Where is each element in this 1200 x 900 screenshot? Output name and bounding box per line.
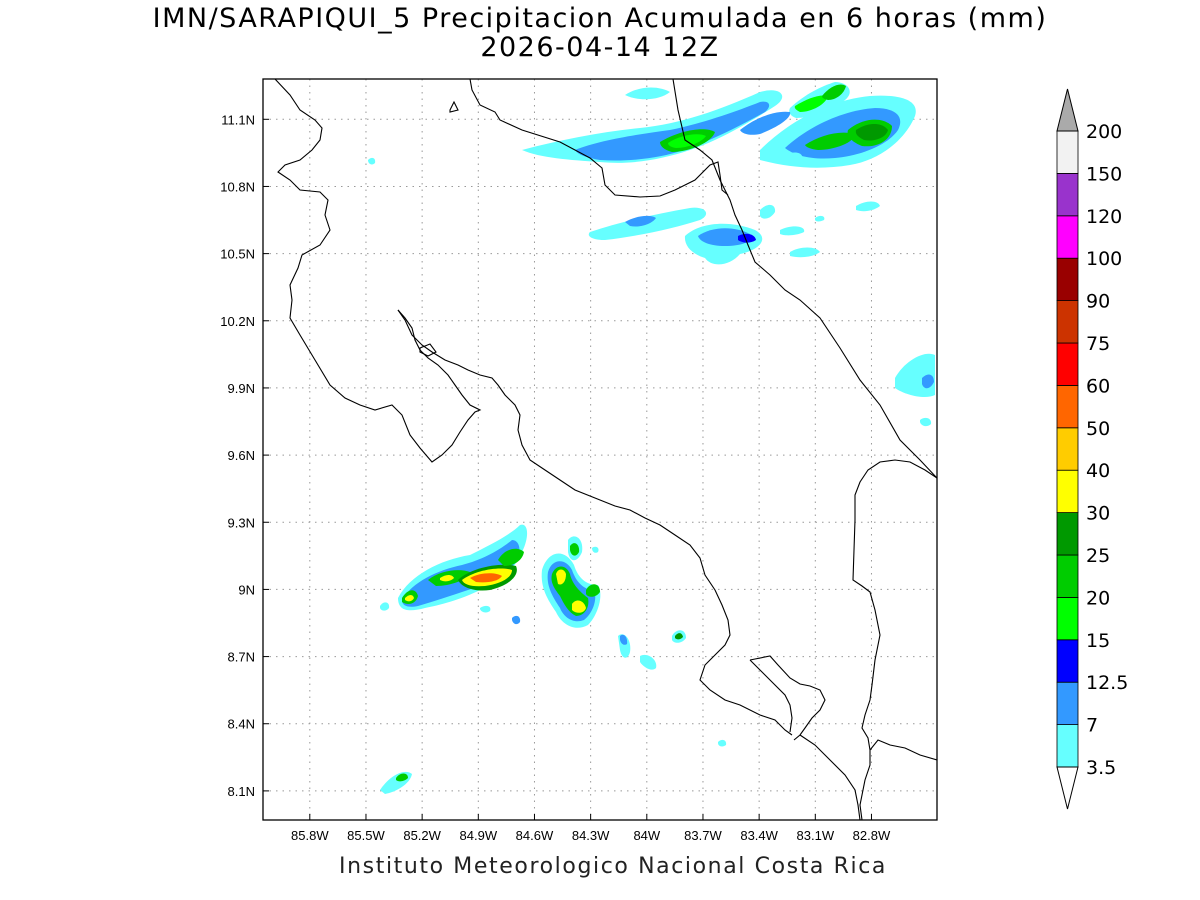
colorbar-swatch [1056,384,1079,429]
colorbar: 3.5 7 12.5 15 20 25 30 40 50 60 75 90 100 120 150 200 [1056,88,1128,810]
colorbar-label: 90 [1086,291,1110,313]
colorbar-label: 25 [1086,545,1110,567]
colorbar-label: 40 [1086,460,1110,482]
lat-tick-label: 10.5N [220,247,255,262]
lon-tick-label: 84W [633,828,660,843]
colorbar-swatch [1056,300,1079,344]
map-title: IMN/SARAPIQUI_5 Precipitacion Acumulada … [152,3,1048,34]
longitude-axis: 85.8W 85.5W 85.2W 84.9W 84.6W 84.3W 84W 83.7W 83… [291,828,891,843]
colorbar-swatch [1056,130,1079,174]
lat-tick-label: 8.1N [228,784,255,799]
colorbar-swatch [1056,554,1079,598]
lon-tick-label: 83.4W [740,828,778,843]
lon-tick-label: 83.7W [684,828,722,843]
lon-tick-label: 85.5W [347,828,385,843]
lat-tick-label: 9.6N [228,448,255,463]
colorbar-label: 12.5 [1086,672,1128,694]
institution-credit: Instituto Meteorologico Nacional Costa R… [339,854,887,879]
latitude-axis: 11.1N 10.8N 10.5N 10.2N 9.9N 9.6N 9.3N 9N 8.7N 8.… [220,112,255,799]
colorbar-under-arrow [1056,766,1079,810]
lon-tick-label: 82.8W [853,828,891,843]
coastline [274,79,937,820]
colorbar-swatch [1056,724,1079,768]
lat-tick-label: 9N [238,582,255,597]
colorbar-label: 100 [1086,248,1122,270]
colorbar-swatch [1056,172,1079,217]
colorbar-swatch [1056,342,1079,386]
lon-tick-label: 85.2W [403,828,441,843]
lon-tick-label: 85.8W [291,828,329,843]
colorbar-label: 50 [1086,418,1110,440]
lat-tick-label: 10.2N [220,314,255,329]
colorbar-swatch [1056,512,1079,556]
colorbar-label: 30 [1086,503,1110,525]
rain-cell-east [895,353,935,427]
colorbar-label: 75 [1086,333,1110,355]
colorbar-label: 15 [1086,630,1110,652]
precipitation-field [368,82,935,794]
colorbar-label: 200 [1086,121,1122,143]
lat-tick-label: 8.7N [228,650,255,665]
lat-tick-label: 11.1N [221,112,255,127]
colorbar-swatch [1056,257,1079,302]
colorbar-label: 120 [1086,206,1122,228]
lat-tick-label: 10.8N [220,179,255,194]
colorbar-label: 7 [1086,715,1098,737]
colorbar-swatch [1056,639,1079,683]
colorbar-over-arrow [1056,88,1079,132]
colorbar-label: 20 [1086,587,1110,609]
colorbar-label: 60 [1086,375,1110,397]
lat-tick-label: 9.3N [228,515,255,530]
colorbar-label: 150 [1086,163,1122,185]
colorbar-label: 3.5 [1086,757,1116,779]
rain-cell-north-band [368,82,916,265]
lon-tick-label: 84.3W [572,828,610,843]
colorbar-swatch [1056,469,1079,514]
lon-tick-label: 84.6W [516,828,554,843]
lat-tick-label: 9.9N [228,381,255,396]
colorbar-swatch [1056,681,1079,726]
plot-area [263,79,937,820]
map-date: 2026-04-14 12Z [480,32,720,63]
rain-cell-south [380,524,727,794]
colorbar-swatch [1056,597,1079,641]
colorbar-swatch [1056,427,1079,471]
colorbar-swatch [1056,215,1079,259]
lon-tick-label: 83.1W [797,828,835,843]
lat-tick-label: 8.4N [228,717,255,732]
lon-tick-label: 84.9W [460,828,498,843]
plot-frame [262,78,938,821]
